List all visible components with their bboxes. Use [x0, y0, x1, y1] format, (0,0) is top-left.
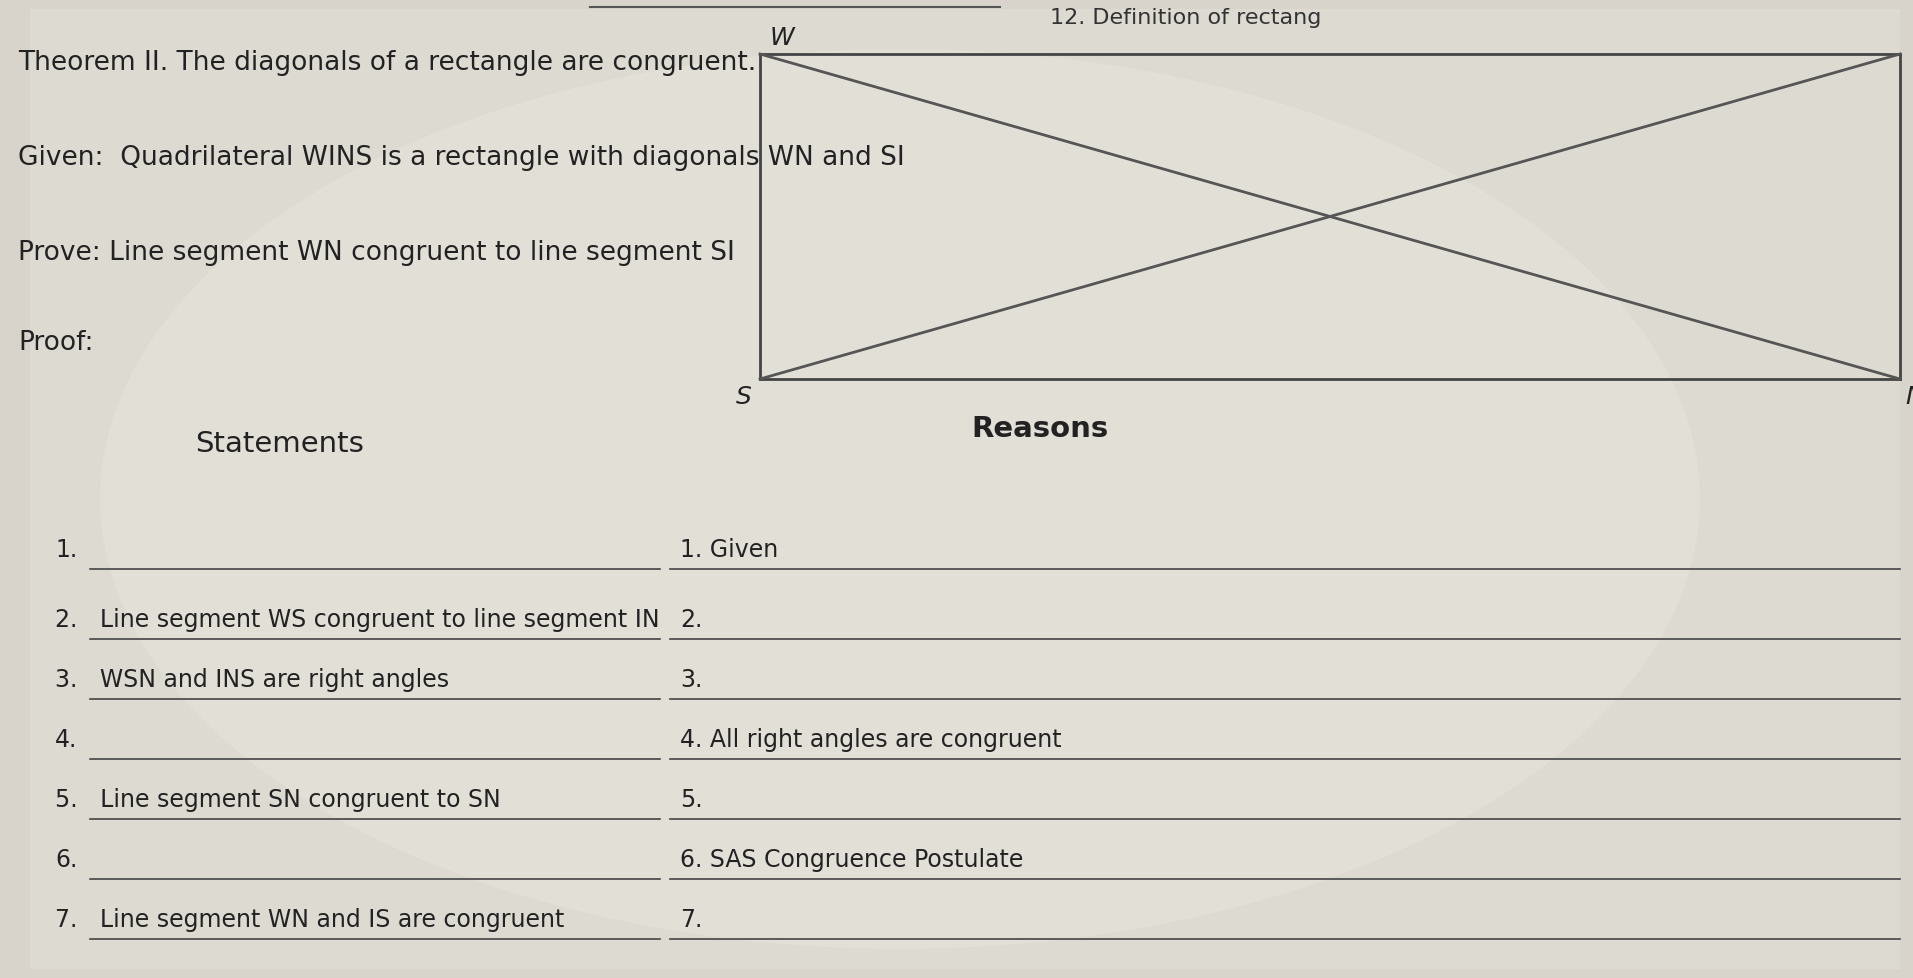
Text: 4.: 4.: [55, 728, 77, 751]
Text: 3.   WSN and INS are right angles: 3. WSN and INS are right angles: [55, 667, 450, 691]
Text: Proof:: Proof:: [17, 330, 94, 356]
Text: 1. Given: 1. Given: [679, 538, 779, 561]
Text: Given:  Quadrilateral WINS is a rectangle with diagonals WN and SI: Given: Quadrilateral WINS is a rectangle…: [17, 145, 905, 171]
Text: W: W: [771, 26, 794, 50]
Text: 7.: 7.: [679, 907, 702, 931]
Text: N: N: [1905, 384, 1913, 409]
Text: 5.: 5.: [679, 787, 702, 811]
Text: S: S: [737, 384, 752, 409]
Text: 2.: 2.: [679, 607, 702, 632]
Text: 1.: 1.: [55, 538, 77, 561]
Text: 6. SAS Congruence Postulate: 6. SAS Congruence Postulate: [679, 847, 1023, 871]
Text: Theorem II. The diagonals of a rectangle are congruent.: Theorem II. The diagonals of a rectangle…: [17, 50, 756, 76]
Text: Reasons: Reasons: [972, 415, 1110, 443]
Text: 3.: 3.: [679, 667, 702, 691]
Text: Prove: Line segment WN congruent to line segment SI: Prove: Line segment WN congruent to line…: [17, 240, 735, 266]
Text: 6.: 6.: [55, 847, 77, 871]
Text: 5.   Line segment SN congruent to SN: 5. Line segment SN congruent to SN: [55, 787, 501, 811]
Text: 2.   Line segment WS congruent to line segment IN: 2. Line segment WS congruent to line seg…: [55, 607, 660, 632]
Text: Statements: Statements: [195, 429, 365, 458]
Text: 12. Definition of rectang: 12. Definition of rectang: [1050, 8, 1322, 28]
Ellipse shape: [99, 50, 1701, 949]
Text: 4. All right angles are congruent: 4. All right angles are congruent: [679, 728, 1062, 751]
Text: 7.   Line segment WN and IS are congruent: 7. Line segment WN and IS are congruent: [55, 907, 564, 931]
